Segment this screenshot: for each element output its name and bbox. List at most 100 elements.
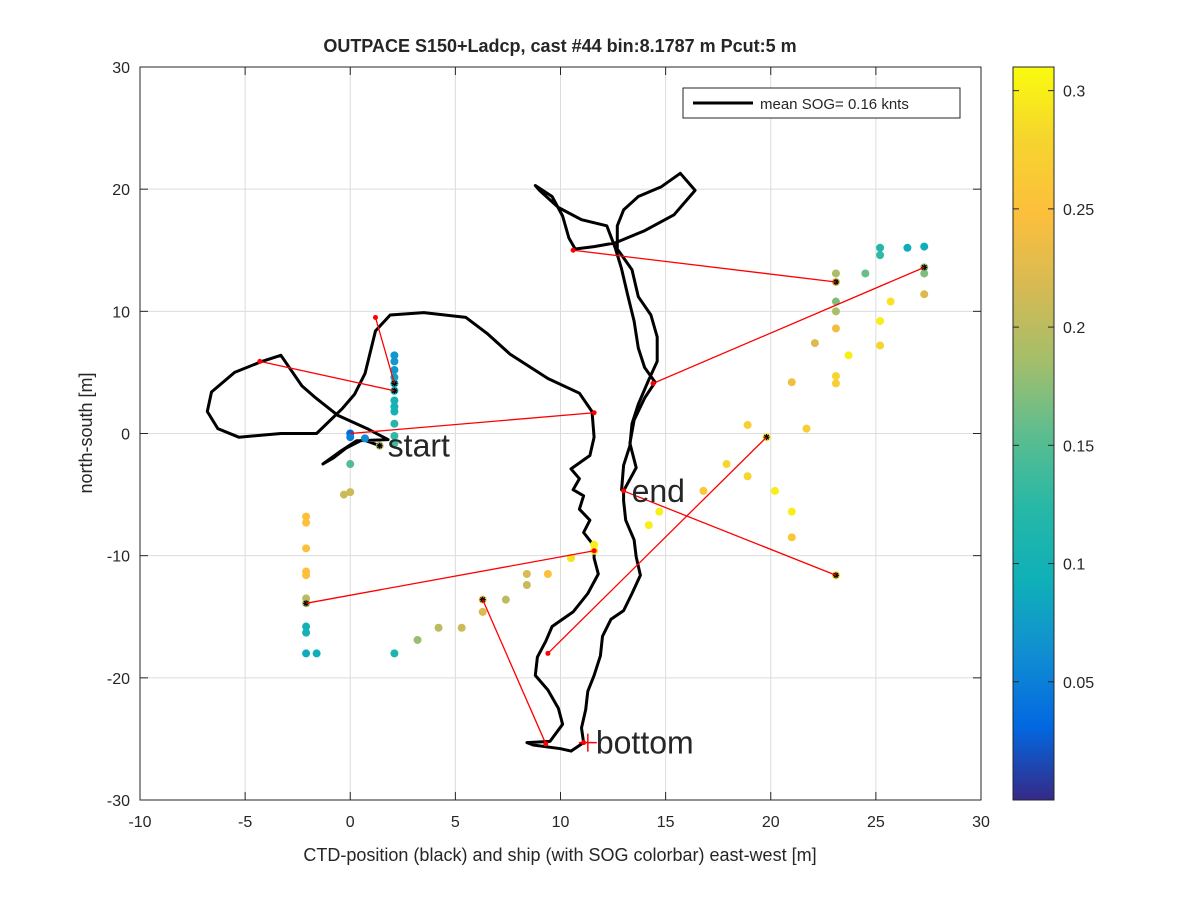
ship-point bbox=[886, 297, 895, 306]
annotation-end: end bbox=[632, 473, 685, 509]
ctd-track-line bbox=[205, 171, 697, 753]
ctd-ship-links bbox=[257, 247, 925, 747]
ship-point bbox=[390, 431, 399, 440]
ship-point bbox=[903, 243, 912, 252]
ship-point bbox=[390, 357, 399, 366]
ship-point bbox=[478, 607, 487, 616]
ship-point bbox=[831, 307, 840, 316]
ctd-link-end bbox=[570, 247, 576, 253]
ship-point bbox=[876, 251, 885, 260]
ctd-ship-link bbox=[259, 360, 395, 392]
x-tick-label: 10 bbox=[552, 814, 570, 831]
annotation-bottom: bottom bbox=[596, 725, 694, 761]
ctd-ship-link bbox=[652, 266, 925, 385]
x-tick-label: 20 bbox=[762, 814, 780, 831]
ship-point bbox=[457, 623, 466, 632]
ship-point bbox=[920, 290, 929, 299]
ship-position-marker bbox=[391, 380, 398, 387]
ship-point bbox=[390, 365, 399, 374]
ship-point bbox=[861, 269, 870, 278]
x-tick-label: 30 bbox=[972, 814, 990, 831]
colorbar-gradient bbox=[1012, 66, 1055, 801]
ship-point bbox=[876, 341, 885, 350]
ctd-ship-link bbox=[350, 412, 595, 435]
ship-point bbox=[743, 420, 752, 429]
annotations: start end bottom bbox=[388, 428, 694, 761]
ship-point bbox=[390, 407, 399, 416]
ctd-link-end bbox=[257, 358, 263, 364]
chart-title: OUTPACE S150+Ladcp, cast #44 bin:8.1787 … bbox=[323, 36, 796, 56]
ship-point bbox=[302, 544, 311, 553]
ship-point bbox=[655, 507, 664, 516]
legend-label: mean SOG= 0.16 knts bbox=[760, 96, 909, 113]
ship-point bbox=[831, 372, 840, 381]
x-tick-label: 0 bbox=[346, 814, 355, 831]
y-tick-label: 10 bbox=[112, 304, 130, 321]
y-tick-label: 0 bbox=[121, 427, 130, 444]
x-axis-label: CTD-position (black) and ship (with SOG … bbox=[303, 845, 816, 865]
ship-point bbox=[876, 317, 885, 326]
y-tick-label: -10 bbox=[107, 549, 130, 566]
ship-point bbox=[770, 486, 779, 495]
colorbar-tick-label: 0.25 bbox=[1063, 202, 1094, 219]
x-tick-label: 5 bbox=[451, 814, 460, 831]
colorbar-tick-label: 0.1 bbox=[1063, 557, 1085, 574]
ship-point bbox=[390, 439, 399, 448]
ship-point bbox=[302, 518, 311, 527]
ship-point bbox=[743, 472, 752, 481]
colorbar: 0.05 0.1 0.15 0.2 0.25 0.3 bbox=[1012, 66, 1094, 801]
ship-position-marker bbox=[376, 442, 383, 449]
y-tick-label: -30 bbox=[107, 793, 130, 810]
ship-point bbox=[339, 490, 348, 499]
ship-point bbox=[590, 540, 599, 549]
ship-point bbox=[302, 628, 311, 637]
ship-point bbox=[831, 297, 840, 306]
ship-point bbox=[787, 533, 796, 542]
ship-point bbox=[920, 269, 929, 278]
ship-point bbox=[810, 339, 819, 348]
x-tick-label: 25 bbox=[867, 814, 885, 831]
ship-point bbox=[844, 351, 853, 360]
ctd-link-end bbox=[621, 488, 627, 494]
y-tick-label: 20 bbox=[112, 182, 130, 199]
ctd-ship-link bbox=[305, 550, 595, 604]
ship-point bbox=[360, 434, 369, 443]
ship-point bbox=[390, 351, 399, 360]
y-axis-label: north-south [m] bbox=[76, 372, 96, 493]
ship-point bbox=[302, 571, 311, 580]
ship-point bbox=[876, 243, 885, 252]
ship-point bbox=[787, 378, 796, 387]
colorbar-tick-label: 0.05 bbox=[1063, 675, 1094, 692]
x-tick-label: 15 bbox=[657, 814, 675, 831]
ctd-ship-link bbox=[623, 490, 837, 576]
ship-point bbox=[831, 269, 840, 278]
ctd-ship-link bbox=[573, 249, 837, 283]
ship-point bbox=[831, 379, 840, 388]
ship-point bbox=[522, 569, 531, 578]
ship-point bbox=[543, 569, 552, 578]
ship-point bbox=[831, 324, 840, 333]
ctd-link-end bbox=[591, 410, 597, 416]
ctd-link-end bbox=[545, 650, 551, 656]
bottom-marker bbox=[578, 733, 597, 752]
legend: mean SOG= 0.16 knts bbox=[682, 87, 961, 119]
ctd-link-end bbox=[372, 314, 378, 320]
annotation-start: start bbox=[388, 428, 450, 464]
y-tick-label: 30 bbox=[112, 60, 130, 77]
axes-ticks: -10 -5 0 5 10 15 20 25 30 -30 -20 -10 0 10 20 30 bbox=[107, 60, 990, 831]
ctd-ship-link bbox=[547, 436, 768, 654]
x-tick-label: -5 bbox=[238, 814, 252, 831]
ctd-ship-link bbox=[374, 317, 396, 384]
ship-point bbox=[302, 649, 311, 658]
ship-point bbox=[522, 580, 531, 589]
ship-point bbox=[434, 623, 443, 632]
ship-point bbox=[920, 242, 929, 251]
ctd-link-end bbox=[650, 380, 656, 386]
ship-point bbox=[390, 396, 399, 405]
ship-point bbox=[787, 507, 796, 516]
ship-point bbox=[802, 424, 811, 433]
ship-point bbox=[413, 635, 422, 644]
ship-point bbox=[501, 595, 510, 604]
plot-frame bbox=[139, 66, 982, 801]
